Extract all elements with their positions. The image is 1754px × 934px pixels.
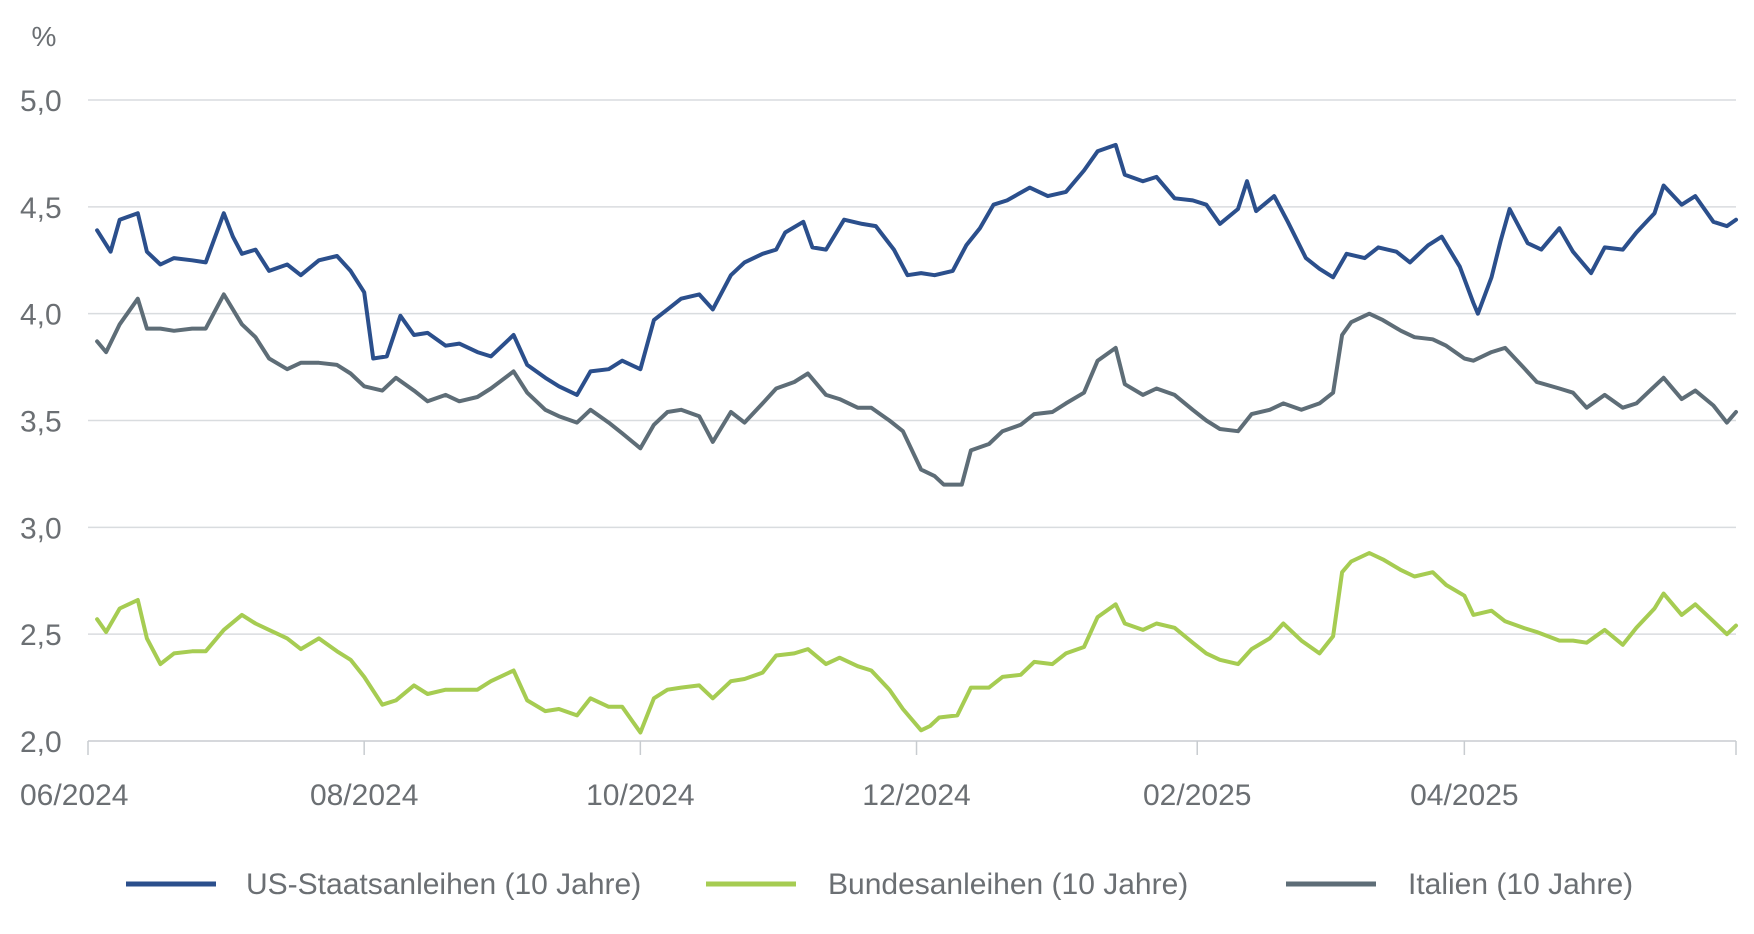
x-tick-label: 10/2024 [586, 779, 694, 812]
x-tick-label: 12/2024 [862, 779, 970, 812]
legend: US-Staatsanleihen (10 Jahre) Bundesanleih… [126, 868, 1633, 901]
y-tick-label: 3,0 [20, 512, 62, 545]
x-axis-tick-labels: 06/2024 08/2024 10/2024 12/2024 02/2025 04/20… [20, 779, 1519, 812]
series-line-2 [95, 551, 1738, 735]
y-tick-label: 4,5 [20, 192, 62, 225]
series-line-1 [95, 142, 1738, 397]
y-tick-label: 2,5 [20, 619, 62, 652]
legend-label: Italien (10 Jahre) [1408, 868, 1633, 901]
y-axis-unit-label: % [32, 21, 57, 52]
series-lines [95, 142, 1738, 735]
gridlines [87, 99, 1737, 755]
x-tick-label: 08/2024 [310, 779, 418, 812]
x-tick-label: 04/2025 [1410, 779, 1518, 812]
legend-item: Bundesanleihen (10 Jahre) [706, 868, 1188, 901]
legend-item: US-Staatsanleihen (10 Jahre) [126, 868, 641, 901]
legend-item: Italien (10 Jahre) [1286, 868, 1633, 901]
y-tick-label: 3,5 [20, 406, 62, 439]
series-line-3 [95, 292, 1738, 487]
y-tick-label: 2,0 [20, 726, 62, 759]
y-axis-tick-labels: 2,0 2,5 3,0 3,5 4,0 4,5 5,0 [20, 85, 62, 759]
x-tick-label: 06/2024 [20, 779, 128, 812]
y-tick-label: 5,0 [20, 85, 62, 118]
x-tick-label: 02/2025 [1143, 779, 1251, 812]
y-tick-label: 4,0 [20, 299, 62, 332]
legend-label: Bundesanleihen (10 Jahre) [828, 868, 1188, 901]
legend-label: US-Staatsanleihen (10 Jahre) [246, 868, 641, 901]
